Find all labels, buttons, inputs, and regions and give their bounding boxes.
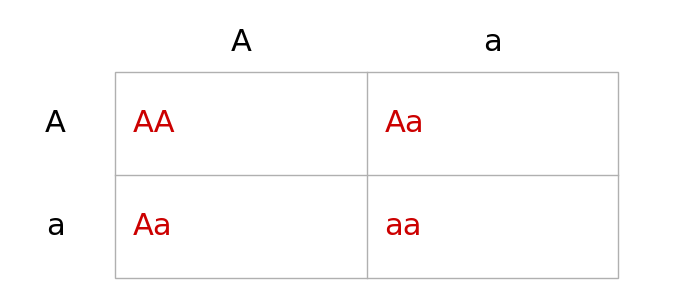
Text: a: a: [46, 212, 64, 241]
Text: A: A: [45, 109, 65, 138]
Text: a: a: [483, 28, 502, 57]
Text: Aa: Aa: [385, 109, 424, 138]
Text: Aa: Aa: [133, 212, 173, 241]
Bar: [115, 72, 618, 278]
Text: aa: aa: [385, 212, 422, 241]
Text: AA: AA: [133, 109, 176, 138]
Text: A: A: [230, 28, 251, 57]
